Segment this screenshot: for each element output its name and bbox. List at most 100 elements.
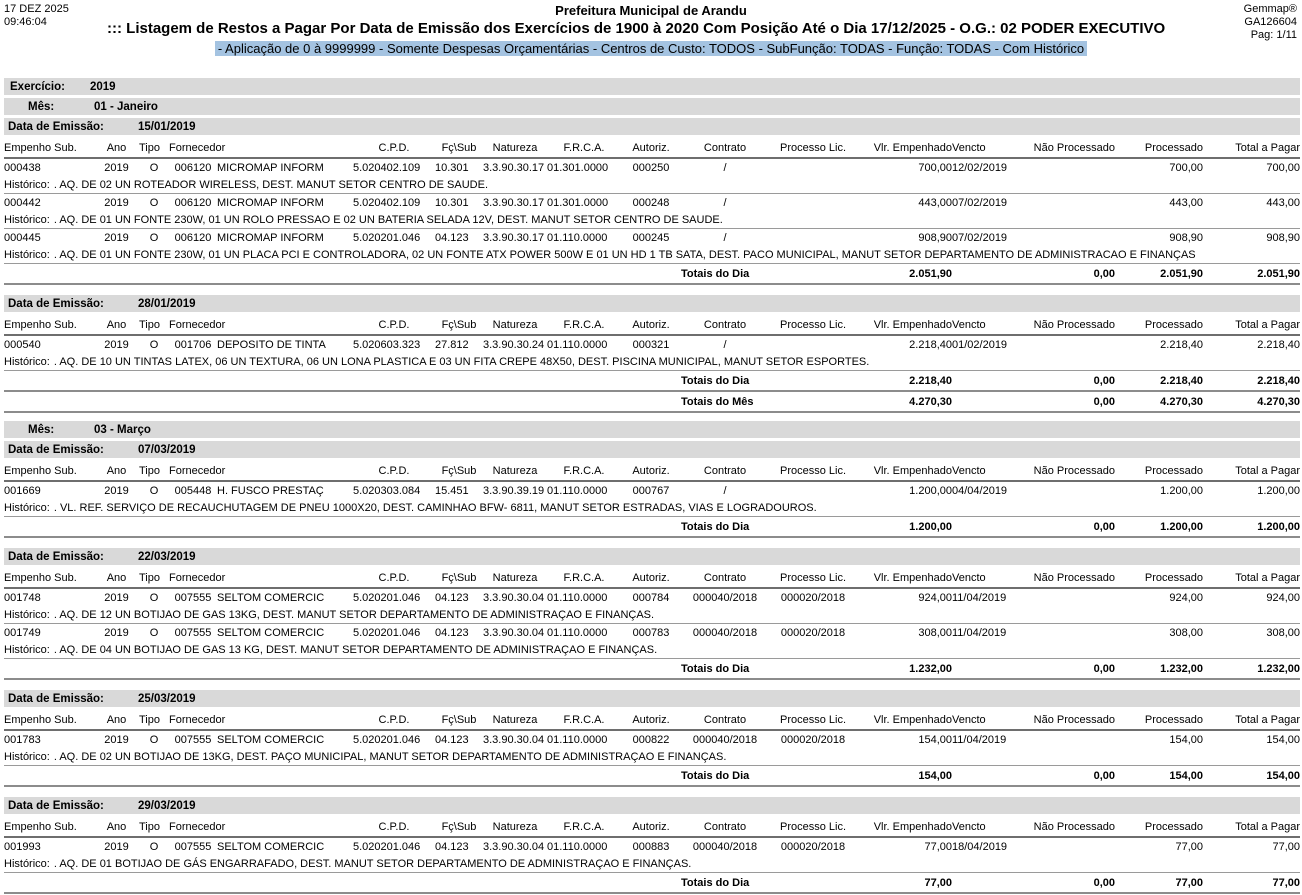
historico-cell: Histórico:. AQ. DE 01 BOTIJAO DE GÁS ENG…: [4, 855, 1301, 873]
report-time: 09:46:04: [4, 16, 47, 28]
date-band: Data de Emissão: 22/03/2019: [4, 548, 1301, 568]
month-value: 01 - Janeiro: [94, 100, 158, 113]
column-header: Processo Lic.: [769, 136, 857, 159]
column-header: Não Processado: [1020, 708, 1115, 731]
column-header: Autoriz.: [621, 708, 681, 731]
day-total-a-pagar: 1.232,00: [1203, 658, 1301, 680]
fcsub-cell: 27.812: [435, 338, 469, 351]
fornecedor-codigo-cell: 006120: [174, 231, 212, 244]
historico-cell: Histórico:. AQ. DE 01 UN FONTE 230W, 01 …: [4, 211, 1301, 229]
empenho-row: 001993 2019 O 007555 SELTOM COMERCIC 5.0…: [4, 837, 1300, 855]
fornecedor-codigo-cell: 006120: [174, 161, 212, 174]
spacer-cell: [4, 412, 1300, 421]
brand-name: Gemmap®: [1243, 3, 1297, 15]
historico-label: Histórico:: [4, 750, 50, 763]
cpd-cell: 5.020201.046: [353, 626, 421, 639]
doc-code: GA126604: [1244, 16, 1297, 28]
frca-cell: 01.110.0000: [547, 591, 608, 604]
column-header-row: Empenho Sub. Ano Tipo Fornecedor C.P.D. …: [4, 313, 1301, 336]
cpd-cell: 5.020201.046: [353, 733, 421, 746]
day-total-processado: 2.218,40: [1115, 370, 1203, 392]
spacer-cell: [952, 765, 1020, 787]
org-name: Prefeitura Municipal de Arandu: [555, 3, 747, 18]
vencto-cell: 12/02/2019: [952, 161, 1008, 174]
spacer-row: [4, 786, 1300, 797]
processado-cell: 2.218,40: [1160, 338, 1203, 351]
column-header: Total a Pagar: [1203, 313, 1301, 336]
historico-text: . AQ. DE 01 UN FONTE 230W, 01 UN ROLO PR…: [53, 213, 723, 226]
empenho-cell: 001749: [4, 626, 41, 639]
date-label: Data de Emissão:: [8, 550, 104, 563]
column-header: Vlr. Empenhado: [857, 708, 952, 731]
spacer-cell: [952, 263, 1020, 285]
column-header: F.R.C.A.: [547, 136, 621, 159]
column-header: Não Processado: [1020, 815, 1115, 838]
vencto-cell: 04/04/2019: [952, 484, 1008, 497]
natureza-cell: 3.3.90.30.04: [483, 840, 545, 853]
fcsub-cell: 04.123: [435, 840, 469, 853]
contrato-cell: 000040/2018: [692, 840, 758, 853]
frca-cell: 01.110.0000: [547, 840, 608, 853]
column-header: Empenho Sub.: [4, 708, 94, 731]
total-a-pagar-cell: 908,90: [1266, 231, 1301, 244]
nao-processado-cell: [1020, 158, 1115, 176]
historico-text: . AQ. DE 01 BOTIJAO DE GÁS ENGARRAFADO, …: [53, 857, 692, 870]
column-header: Vlr. Empenhado: [857, 566, 952, 589]
contrato-cell: 000040/2018: [692, 591, 758, 604]
column-header: Tipo: [139, 136, 169, 159]
column-header: C.P.D.: [353, 459, 435, 482]
historico-row: Histórico:. VL. REF. SERVIÇO DE RECAUCHU…: [4, 499, 1301, 517]
ano-cell: 2019: [104, 196, 129, 209]
processado-cell: 77,00: [1175, 840, 1203, 853]
total-a-pagar-cell: 924,00: [1266, 591, 1301, 604]
nao-processado-cell: [1020, 335, 1115, 353]
spacer-cell: [4, 370, 681, 392]
ano-cell: 2019: [104, 161, 129, 174]
column-header-row: Empenho Sub. Ano Tipo Fornecedor C.P.D. …: [4, 136, 1301, 159]
processado-cell: 443,00: [1169, 196, 1203, 209]
nao-processado-cell: [1020, 588, 1115, 606]
tipo-cell: O: [149, 338, 159, 351]
historico-cell: Histórico:. AQ. DE 02 UN ROTEADOR WIRELE…: [4, 176, 1301, 194]
empenho-cell: 001669: [4, 484, 41, 497]
date-band: Data de Emissão: 28/01/2019: [4, 295, 1301, 315]
contrato-cell: 000040/2018: [692, 626, 758, 639]
frca-cell: 01.110.0000: [547, 231, 608, 244]
column-header: F.R.C.A.: [547, 313, 621, 336]
spacer-cell: [952, 658, 1020, 680]
column-header: Total a Pagar: [1203, 566, 1301, 589]
cpd-cell: 5.020603.323: [353, 338, 421, 351]
processado-cell: 924,00: [1169, 591, 1203, 604]
historico-cell: Histórico:. AQ. DE 10 UN TINTAS LATEX, 0…: [4, 353, 1301, 371]
column-header: C.P.D.: [353, 313, 435, 336]
column-header: Fornecedor: [169, 136, 353, 159]
historico-label: Histórico:: [4, 501, 50, 514]
date-value: 15/01/2019: [138, 120, 196, 133]
column-header: Natureza: [483, 459, 547, 482]
column-header: Natureza: [483, 136, 547, 159]
column-header: Tipo: [139, 459, 169, 482]
date-label: Data de Emissão:: [8, 297, 104, 310]
processo-lic-cell: 000020/2018: [780, 840, 846, 853]
processo-lic-cell: [769, 194, 857, 212]
nao-processado-cell: [1020, 624, 1115, 642]
autoriz-cell: 000321: [632, 338, 670, 351]
autoriz-cell: 000245: [632, 231, 670, 244]
contrato-cell: /: [723, 231, 727, 244]
column-header: Natureza: [483, 815, 547, 838]
fornecedor-nome-cell: MICROMAP INFORM: [217, 196, 324, 209]
tipo-cell: O: [149, 196, 159, 209]
processo-lic-cell: 000020/2018: [780, 591, 846, 604]
day-total-nao-processado: 0,00: [1020, 263, 1115, 285]
frca-cell: 01.110.0000: [547, 484, 608, 497]
month-total-processado: 4.270,30: [1115, 391, 1203, 413]
fornecedor-codigo-cell: 006120: [174, 196, 212, 209]
vlr-empenhado-cell: 1.200,00: [909, 484, 952, 497]
column-header: Fç\Sub: [435, 136, 483, 159]
fcsub-cell: 10.301: [435, 161, 469, 174]
vencto-cell: 11/04/2019: [952, 626, 1007, 639]
column-header: Contrato: [681, 566, 769, 589]
day-total-nao-processado: 0,00: [1020, 370, 1115, 392]
page-number: Pag: 1/11: [1250, 29, 1297, 41]
day-totals-label: Totais do Dia: [681, 765, 857, 787]
